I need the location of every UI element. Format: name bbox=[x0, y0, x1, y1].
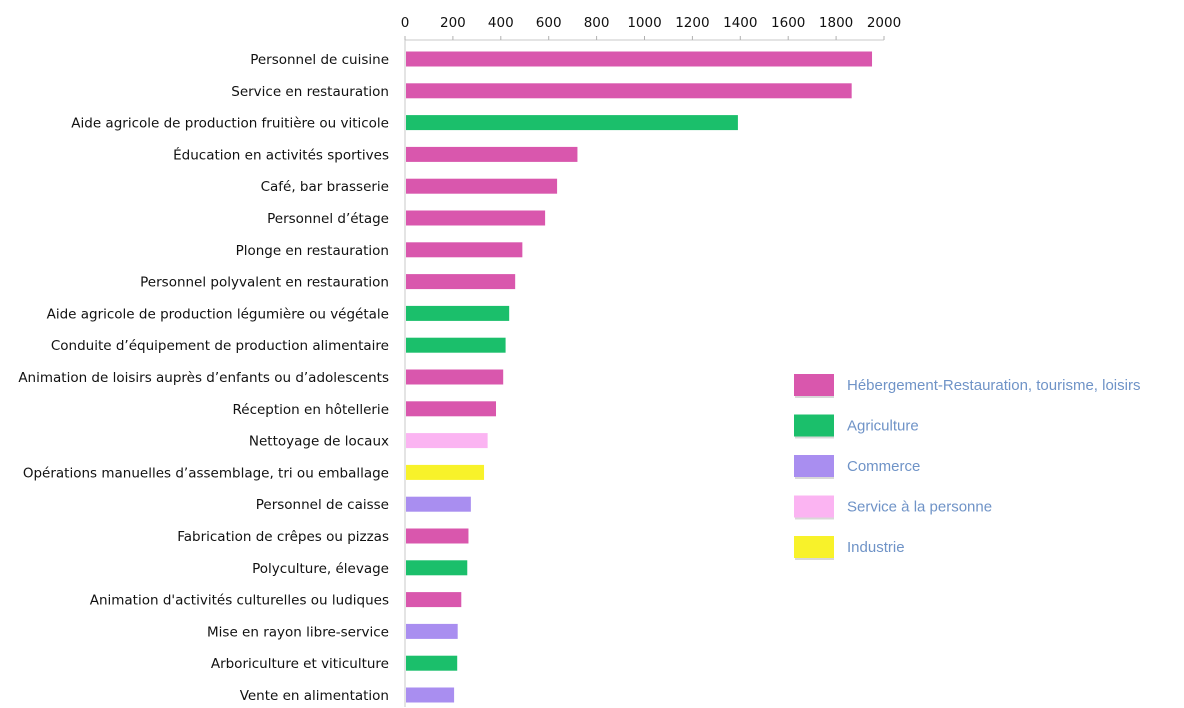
x-axis: 0 200 400 600 800 1000 1200 1400 1600 1800 2000 bbox=[401, 15, 901, 707]
bar bbox=[406, 146, 578, 162]
bar bbox=[406, 210, 546, 226]
x-tick-label: 1400 bbox=[723, 15, 757, 31]
category-label: Service en restauration bbox=[231, 84, 389, 100]
category-label: Café, bar brasserie bbox=[261, 179, 389, 195]
legend-label: Industrie bbox=[847, 539, 905, 556]
category-label: Nettoyage de locaux bbox=[249, 434, 389, 450]
legend-swatch bbox=[794, 414, 834, 437]
bar bbox=[406, 178, 558, 194]
category-label: Réception en hôtellerie bbox=[232, 402, 389, 418]
category-label: Conduite d’équipement de production alim… bbox=[51, 338, 389, 354]
category-label: Plonge en restauration bbox=[236, 243, 389, 259]
legend: Hébergement-Restauration, tourisme, lois… bbox=[794, 374, 1140, 560]
x-tick-label: 400 bbox=[488, 15, 514, 31]
bar bbox=[406, 433, 488, 449]
category-label: Aide agricole de production légumière ou… bbox=[47, 306, 389, 322]
category-label: Éducation en activités sportives bbox=[173, 146, 389, 163]
category-label: Aide agricole de production fruitière ou… bbox=[71, 116, 389, 132]
bar bbox=[406, 592, 462, 608]
legend-swatch bbox=[794, 455, 834, 477]
category-label: Arboriculture et viticulture bbox=[211, 656, 389, 672]
bar bbox=[406, 242, 523, 258]
bar bbox=[406, 274, 516, 290]
bar bbox=[406, 83, 852, 99]
bar bbox=[406, 305, 510, 321]
category-label: Animation de loisirs auprès d’enfants ou… bbox=[18, 370, 389, 386]
legend-item: Hébergement-Restauration, tourisme, lois… bbox=[794, 374, 1140, 398]
x-tick-label: 1800 bbox=[819, 15, 853, 31]
legend-item: Service à la personne bbox=[794, 495, 992, 520]
bar bbox=[406, 464, 485, 480]
x-tick-label: 600 bbox=[536, 15, 562, 31]
category-label: Mise en rayon libre-service bbox=[207, 624, 389, 640]
bars bbox=[406, 51, 873, 703]
legend-label: Hébergement-Restauration, tourisme, lois… bbox=[847, 377, 1140, 394]
legend-swatch bbox=[794, 495, 834, 518]
category-label: Personnel de cuisine bbox=[250, 52, 389, 68]
x-tick-label: 800 bbox=[584, 15, 610, 31]
bar bbox=[406, 560, 468, 576]
x-tick-label: 1200 bbox=[675, 15, 709, 31]
bar bbox=[406, 528, 469, 544]
legend-item: Commerce bbox=[794, 455, 920, 479]
legend-swatch bbox=[794, 536, 834, 558]
category-label: Personnel polyvalent en restauration bbox=[140, 275, 389, 291]
bar bbox=[406, 496, 471, 512]
bar bbox=[406, 655, 458, 671]
bar bbox=[406, 401, 497, 417]
x-tick-label: 2000 bbox=[867, 15, 901, 31]
category-label: Fabrication de crêpes ou pizzas bbox=[177, 529, 389, 545]
category-label: Personnel de caisse bbox=[256, 497, 389, 513]
legend-label: Commerce bbox=[847, 458, 920, 475]
legend-label: Agriculture bbox=[847, 418, 919, 435]
bar bbox=[406, 623, 458, 639]
bar bbox=[406, 369, 504, 385]
legend-item: Agriculture bbox=[794, 414, 919, 439]
bar bbox=[406, 337, 506, 353]
x-tick-label: 1000 bbox=[627, 15, 661, 31]
bar bbox=[406, 51, 873, 67]
legend-swatch bbox=[794, 374, 834, 396]
bar bbox=[406, 115, 738, 131]
x-tick-label: 200 bbox=[440, 15, 466, 31]
legend-item: Industrie bbox=[794, 536, 905, 560]
category-label: Personnel d’étage bbox=[267, 211, 389, 227]
bar bbox=[406, 687, 455, 703]
category-labels: Personnel de cuisine Service en restaurat… bbox=[18, 52, 389, 704]
x-tick-label: 0 bbox=[401, 15, 410, 31]
category-label: Vente en alimentation bbox=[240, 688, 389, 704]
category-label: Opérations manuelles d’assemblage, tri o… bbox=[23, 465, 389, 481]
x-tick-label: 1600 bbox=[771, 15, 805, 31]
category-label: Animation d'activités culturelles ou lud… bbox=[90, 593, 389, 609]
legend-label: Service à la personne bbox=[847, 499, 992, 516]
category-label: Polyculture, élevage bbox=[252, 561, 389, 577]
